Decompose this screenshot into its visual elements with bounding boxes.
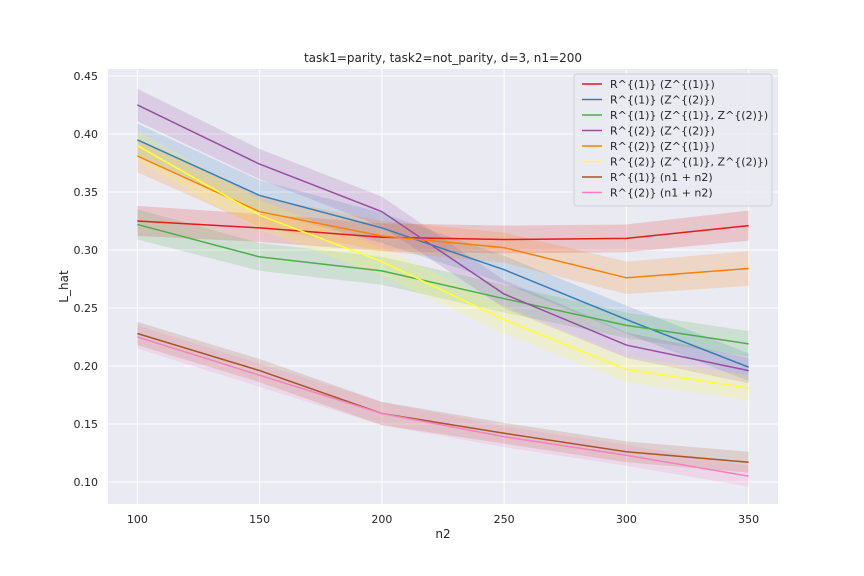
series-line-6 [136, 144, 749, 389]
x-axis-label: n2 [435, 527, 450, 541]
y-tick-label: 0.30 [74, 244, 99, 257]
legend: R^{(1)} (Z^{(1)}) R^{(1)} (Z^{(2)}) R^{(1)… [573, 73, 773, 207]
legend-label: R^{(2)} (Z^{(1)}) [610, 140, 715, 153]
series-line-8 [137, 336, 749, 477]
legend-label: R^{(2)} (Z^{(2)}) [610, 125, 715, 138]
x-tick-label: 300 [616, 513, 637, 526]
series-line-5 [137, 155, 749, 279]
legend-box [573, 73, 773, 207]
legend-label: R^{(2)} (Z^{(1)}, Z^{(2)}) [610, 156, 768, 169]
series-line-2 [137, 139, 749, 368]
x-tick-label: 150 [249, 513, 270, 526]
series-line-7 [137, 332, 749, 463]
chart-title: task1=parity, task2=not_parity, d=3, n1=… [304, 51, 582, 65]
series-line-4 [137, 104, 749, 372]
legend-label: R^{(2)} (n1 + n2) [610, 187, 713, 200]
confidence-band-3 [137, 209, 749, 357]
confidence-band-8 [137, 325, 749, 487]
confidence-band-4 [137, 88, 749, 384]
y-tick-label: 0.10 [74, 476, 99, 489]
legend-label: R^{(1)} (Z^{(2)}) [610, 94, 715, 107]
legend-label: R^{(1)} (Z^{(1)}) [610, 78, 715, 91]
legend-label: R^{(1)} (n1 + n2) [610, 171, 713, 184]
legend-label: R^{(1)} (Z^{(1)}, Z^{(2)}) [610, 109, 768, 122]
y-tick-label: 0.45 [74, 70, 99, 83]
y-tick-label: 0.40 [74, 128, 99, 141]
x-tick-label: 250 [494, 513, 515, 526]
x-tick-label: 200 [371, 513, 392, 526]
y-axis-label: L_hat [57, 270, 71, 303]
y-tick-label: 0.20 [74, 360, 99, 373]
confidence-band-6 [137, 130, 749, 401]
confidence-band-5 [137, 139, 749, 295]
series-line-1 [137, 220, 749, 241]
x-tick-label: 350 [738, 513, 759, 526]
y-tick-label: 0.15 [74, 418, 99, 431]
y-tick-label: 0.25 [74, 302, 99, 315]
grid [108, 69, 778, 504]
series-line-3 [137, 223, 749, 345]
y-tick-label: 0.35 [74, 186, 99, 199]
tick-labels: 100 150 200 250 300 350 0.10 0.15 0.20 0.25 0.30 0.… [74, 70, 760, 526]
x-tick-label: 100 [127, 513, 148, 526]
series-lines [136, 104, 749, 477]
